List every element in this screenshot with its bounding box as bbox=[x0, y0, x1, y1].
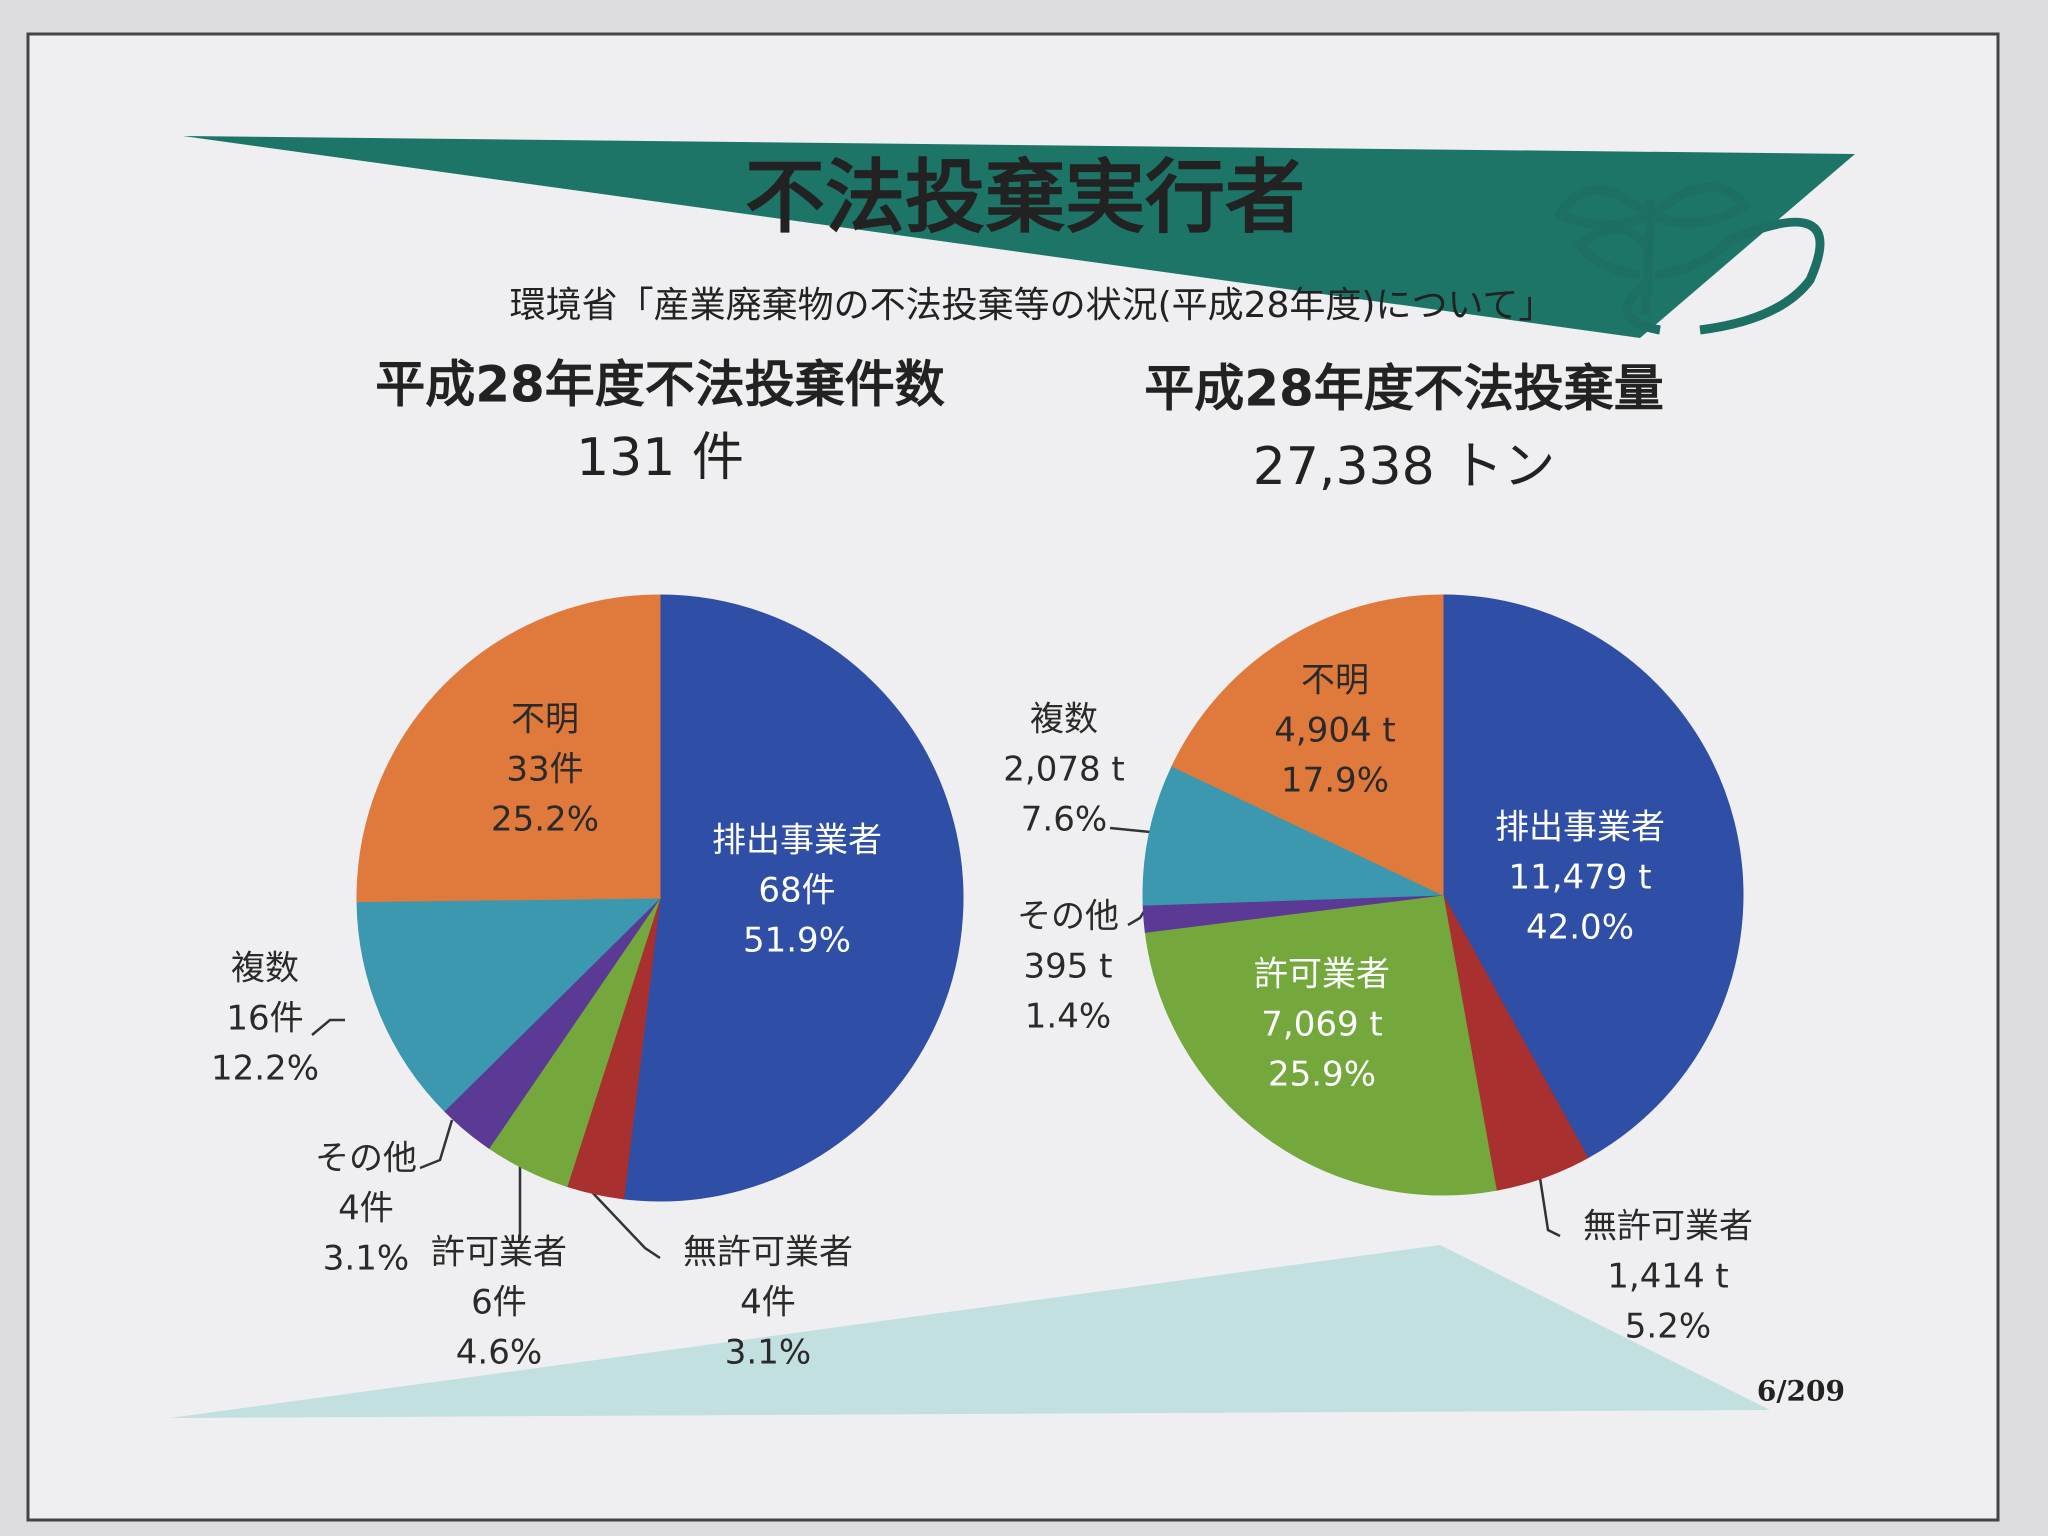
slice-value-label: 395 t bbox=[1023, 947, 1112, 987]
slice-percent-label: 25.2% bbox=[491, 800, 599, 840]
slice-category-label: その他 bbox=[1017, 897, 1119, 937]
title-banner bbox=[183, 136, 1855, 338]
slice-percent-label: 12.2% bbox=[211, 1049, 319, 1089]
slice-value-label: 4,904 t bbox=[1274, 711, 1395, 751]
slice-percent-label: 51.9% bbox=[743, 921, 851, 961]
leader-line bbox=[419, 1119, 454, 1170]
slice-value-label: 7,069 t bbox=[1261, 1005, 1382, 1045]
slice-category-label: 複数 bbox=[231, 949, 299, 989]
slice-category-label: 無許可業者 bbox=[683, 1233, 853, 1273]
slice-percent-label: 1.4% bbox=[1025, 997, 1111, 1037]
slice-category-label: 排出事業者 bbox=[1495, 808, 1665, 848]
slice-category-label: 無許可業者 bbox=[1583, 1207, 1753, 1247]
pie-slice bbox=[1442, 594, 1744, 1159]
leader-line bbox=[1538, 1177, 1561, 1238]
slice-percent-label: 7.6% bbox=[1021, 800, 1107, 840]
slice-percent-label: 42.0% bbox=[1526, 908, 1634, 948]
slice-category-label: 排出事業者 bbox=[712, 821, 882, 861]
bottom-band bbox=[170, 1245, 1770, 1418]
slice-percent-label: 3.1% bbox=[725, 1333, 811, 1373]
pie-slice bbox=[356, 897, 662, 1112]
slice-category-label: 複数 bbox=[1030, 700, 1098, 740]
slice-category-label: 不明 bbox=[511, 700, 579, 740]
leader-line bbox=[589, 1189, 661, 1260]
slice-value-label: 68件 bbox=[758, 871, 835, 911]
slice-value-label: 4件 bbox=[338, 1189, 394, 1229]
slice-value-label: 2,078 t bbox=[1003, 750, 1124, 790]
chart-title: 平成28年度不法投棄量 bbox=[1144, 360, 1664, 418]
slice-value-label: 4件 bbox=[740, 1283, 796, 1323]
slice-percent-label: 17.9% bbox=[1281, 761, 1389, 801]
leader-line bbox=[1109, 826, 1151, 834]
pie-slice bbox=[1171, 594, 1444, 896]
slice-percent-label: 3.1% bbox=[323, 1239, 409, 1279]
pie-slice bbox=[1142, 765, 1444, 906]
slice-category-label: 許可業者 bbox=[431, 1233, 567, 1273]
slice-category-label: その他 bbox=[315, 1139, 417, 1179]
page-number: 6/209 bbox=[1757, 1375, 1845, 1408]
slice-percent-label: 25.9% bbox=[1268, 1055, 1376, 1095]
page-title: 不法投棄実行者 bbox=[745, 151, 1305, 244]
slice-value-label: 16件 bbox=[226, 999, 303, 1039]
slice-category-label: 不明 bbox=[1301, 661, 1369, 701]
slice-percent-label: 4.6% bbox=[456, 1333, 542, 1373]
pie-slice bbox=[356, 594, 661, 903]
pie-slice bbox=[1144, 894, 1497, 1196]
chart-title: 平成28年度不法投棄件数 bbox=[375, 356, 945, 414]
leader-line bbox=[311, 1018, 345, 1036]
slice-value-label: 6件 bbox=[471, 1283, 527, 1323]
slice-percent-label: 5.2% bbox=[1625, 1307, 1711, 1347]
source-note: 環境省「産業廃棄物の不法投棄等の状況(平成28年度)について」 bbox=[510, 285, 1555, 326]
slice-value-label: 11,479 t bbox=[1508, 858, 1651, 898]
pie-slice bbox=[623, 594, 964, 1202]
chart-total: 27,338 トン bbox=[1253, 437, 1555, 497]
slice-value-label: 1,414 t bbox=[1607, 1257, 1728, 1297]
slice-value-label: 33件 bbox=[506, 750, 583, 790]
slice-category-label: 許可業者 bbox=[1254, 955, 1390, 995]
hands-icon bbox=[1553, 182, 1825, 335]
chart-total: 131 件 bbox=[576, 428, 744, 488]
